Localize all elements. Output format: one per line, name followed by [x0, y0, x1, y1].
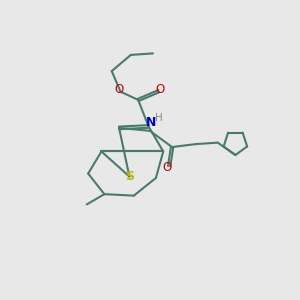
Text: O: O: [162, 161, 171, 174]
Text: O: O: [115, 83, 124, 96]
Text: O: O: [156, 83, 165, 96]
Text: N: N: [146, 116, 156, 129]
Text: S: S: [125, 170, 134, 183]
Text: H: H: [155, 113, 163, 124]
